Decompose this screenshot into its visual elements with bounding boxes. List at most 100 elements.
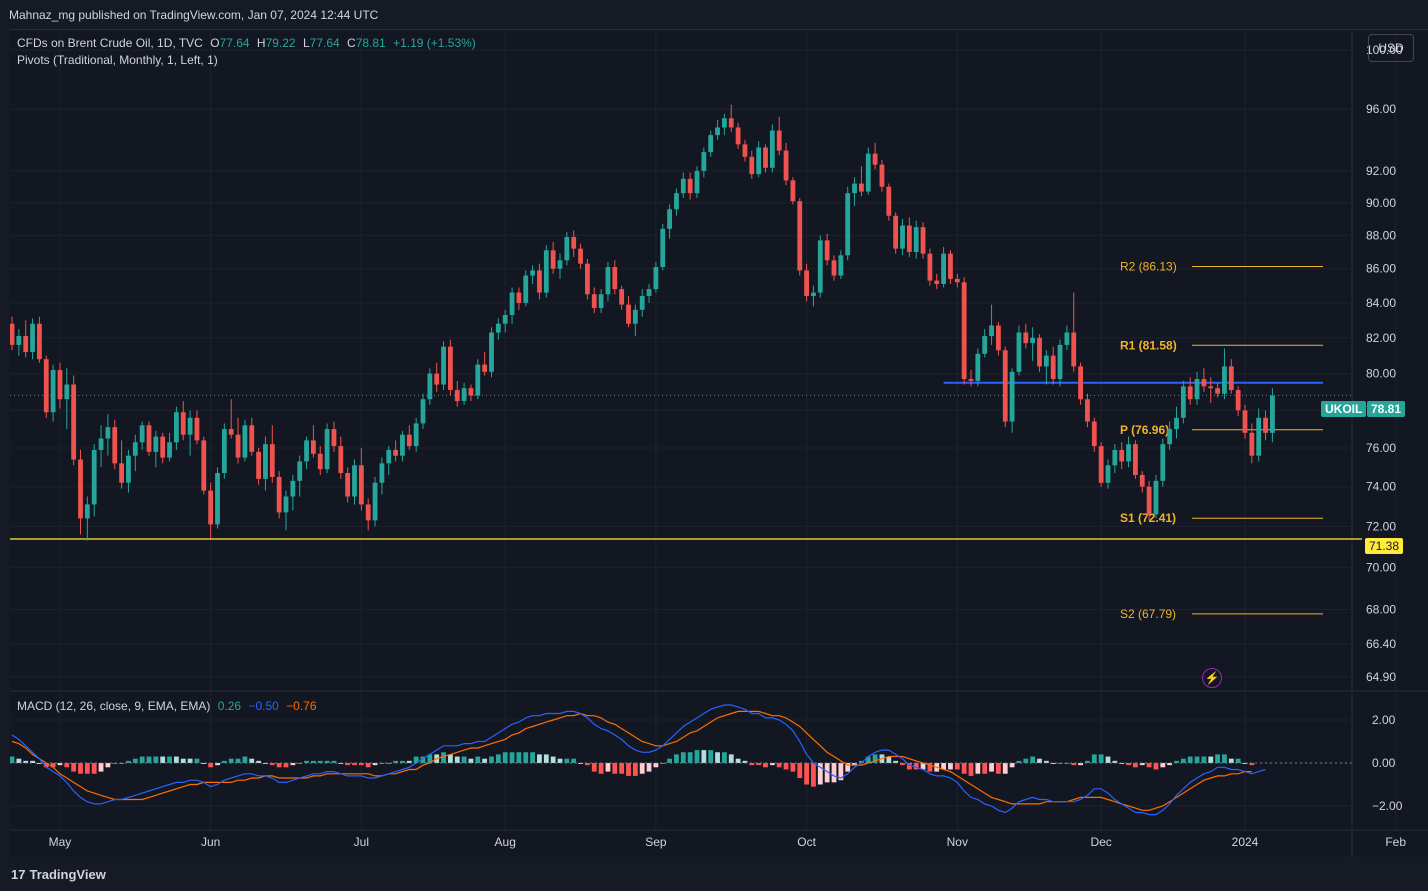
candle-body bbox=[1194, 379, 1200, 400]
candle-body bbox=[680, 178, 686, 194]
macd-histogram-bar bbox=[749, 763, 755, 766]
candle-body bbox=[468, 388, 474, 396]
macd-histogram-bar bbox=[331, 760, 337, 763]
candle-body bbox=[304, 440, 309, 462]
candle-body bbox=[23, 336, 29, 353]
macd-histogram-bar bbox=[235, 758, 241, 763]
macd-histogram-bar bbox=[84, 763, 90, 774]
lightning-icon[interactable]: ⚡ bbox=[1202, 668, 1222, 688]
macd-histogram-bar bbox=[694, 750, 700, 763]
candle-body bbox=[893, 215, 899, 249]
macd-histogram-bar bbox=[297, 763, 303, 764]
macd-histogram-bar bbox=[502, 752, 508, 763]
candle-body bbox=[1160, 444, 1166, 481]
macd-histogram-bar bbox=[906, 763, 912, 770]
tradingview-logo[interactable]: 17 TradingView bbox=[11, 867, 106, 882]
candle-body bbox=[557, 260, 563, 269]
pivot-label: P (76.96) bbox=[1120, 423, 1169, 437]
candle-body bbox=[160, 436, 166, 458]
candle-body bbox=[1167, 429, 1173, 445]
candle-body bbox=[564, 237, 570, 261]
candle-body bbox=[1057, 344, 1063, 380]
macd-histogram-bar bbox=[728, 754, 734, 763]
macd-histogram-bar bbox=[139, 756, 145, 763]
macd-histogram-bar bbox=[900, 763, 905, 766]
macd-histogram-bar bbox=[482, 758, 488, 763]
macd-line-value: −0.50 bbox=[248, 699, 279, 713]
candle-body bbox=[1153, 480, 1159, 515]
macd-histogram-bar bbox=[208, 763, 214, 768]
macd-histogram-bar bbox=[557, 758, 563, 763]
low-label: L bbox=[302, 36, 310, 50]
candle-body bbox=[1009, 371, 1015, 422]
candle-body bbox=[37, 323, 42, 360]
macd-histogram-bar bbox=[269, 763, 275, 766]
pivots-legend[interactable]: Pivots (Traditional, Monthly, 1, Left, 1… bbox=[17, 53, 218, 67]
macd-histogram-bar bbox=[221, 760, 227, 763]
macd-histogram-bar bbox=[1091, 754, 1097, 763]
candle-body bbox=[817, 240, 823, 293]
macd-histogram-bar bbox=[913, 763, 919, 770]
macd-histogram-bar bbox=[441, 752, 446, 763]
candle-body bbox=[502, 315, 508, 324]
last-price-tag: 78.81 bbox=[1367, 401, 1406, 417]
macd-histogram-bar bbox=[1139, 763, 1145, 766]
macd-tick-label: −2.00 bbox=[1372, 799, 1403, 813]
chart-area[interactable]: R2 (86.13) R1 (81.58) P (76.96) S1 (72.41) S… bbox=[10, 29, 1428, 858]
candle-body bbox=[187, 417, 193, 435]
candle-body bbox=[948, 253, 953, 279]
macd-histogram-bar bbox=[585, 763, 590, 766]
macd-histogram-bar bbox=[961, 763, 967, 774]
candle-body bbox=[920, 227, 926, 254]
candle-body bbox=[1064, 332, 1070, 345]
candle-body bbox=[276, 476, 282, 513]
macd-histogram-bar bbox=[516, 752, 522, 763]
macd-histogram-bar bbox=[653, 763, 659, 768]
close-label: C bbox=[347, 36, 356, 50]
candle-body bbox=[290, 480, 296, 497]
chart-canvas[interactable]: R2 (86.13) R1 (81.58) P (76.96) S1 (72.41) S… bbox=[10, 30, 1428, 858]
macd-histogram-bar bbox=[660, 763, 666, 764]
candle-body bbox=[1119, 449, 1125, 462]
macd-histogram-bar bbox=[639, 763, 645, 774]
macd-histogram-bar bbox=[23, 760, 29, 763]
candle-body bbox=[91, 449, 97, 505]
macd-histogram-bar bbox=[619, 763, 625, 774]
macd-legend[interactable]: MACD (12, 26, close, 9, EMA, EMA) 0.26 −… bbox=[17, 699, 317, 713]
candle-body bbox=[612, 267, 618, 290]
macd-histogram-bar bbox=[886, 756, 892, 763]
candle-body bbox=[1256, 417, 1262, 456]
candle-body bbox=[1249, 432, 1255, 456]
candle-body bbox=[790, 180, 796, 202]
macd-histogram-bar bbox=[1043, 760, 1049, 763]
price-tick-label: 84.00 bbox=[1366, 296, 1396, 310]
candle-body bbox=[1201, 379, 1207, 387]
candle-body bbox=[735, 127, 741, 145]
candle-body bbox=[1146, 486, 1152, 515]
candle-body bbox=[550, 250, 556, 269]
candle-body bbox=[495, 323, 501, 333]
candle-body bbox=[269, 444, 275, 477]
macd-histogram-bar bbox=[215, 763, 220, 766]
candle-body bbox=[537, 270, 542, 293]
macd-histogram-bar bbox=[91, 763, 97, 774]
macd-histogram-bar bbox=[393, 760, 398, 763]
macd-histogram-bar bbox=[30, 760, 35, 763]
candle-body bbox=[50, 370, 56, 413]
candle-body bbox=[1187, 386, 1193, 400]
macd-histogram-bar bbox=[646, 763, 652, 772]
macd-histogram-bar bbox=[64, 763, 70, 768]
candle-body bbox=[194, 417, 200, 441]
candle-body bbox=[413, 423, 419, 447]
time-tick-label: 2024 bbox=[1232, 835, 1259, 849]
macd-histogram-bar bbox=[523, 752, 529, 763]
macd-histogram-bar bbox=[680, 752, 686, 763]
candle-body bbox=[1242, 410, 1248, 433]
currency-button[interactable]: USD bbox=[1368, 34, 1414, 62]
candle-body bbox=[324, 429, 330, 470]
candle-body bbox=[358, 465, 364, 505]
macd-histogram-bar bbox=[290, 763, 296, 766]
candle-body bbox=[1016, 332, 1022, 372]
macd-histogram-bar bbox=[461, 756, 467, 763]
candle-body bbox=[406, 434, 412, 447]
